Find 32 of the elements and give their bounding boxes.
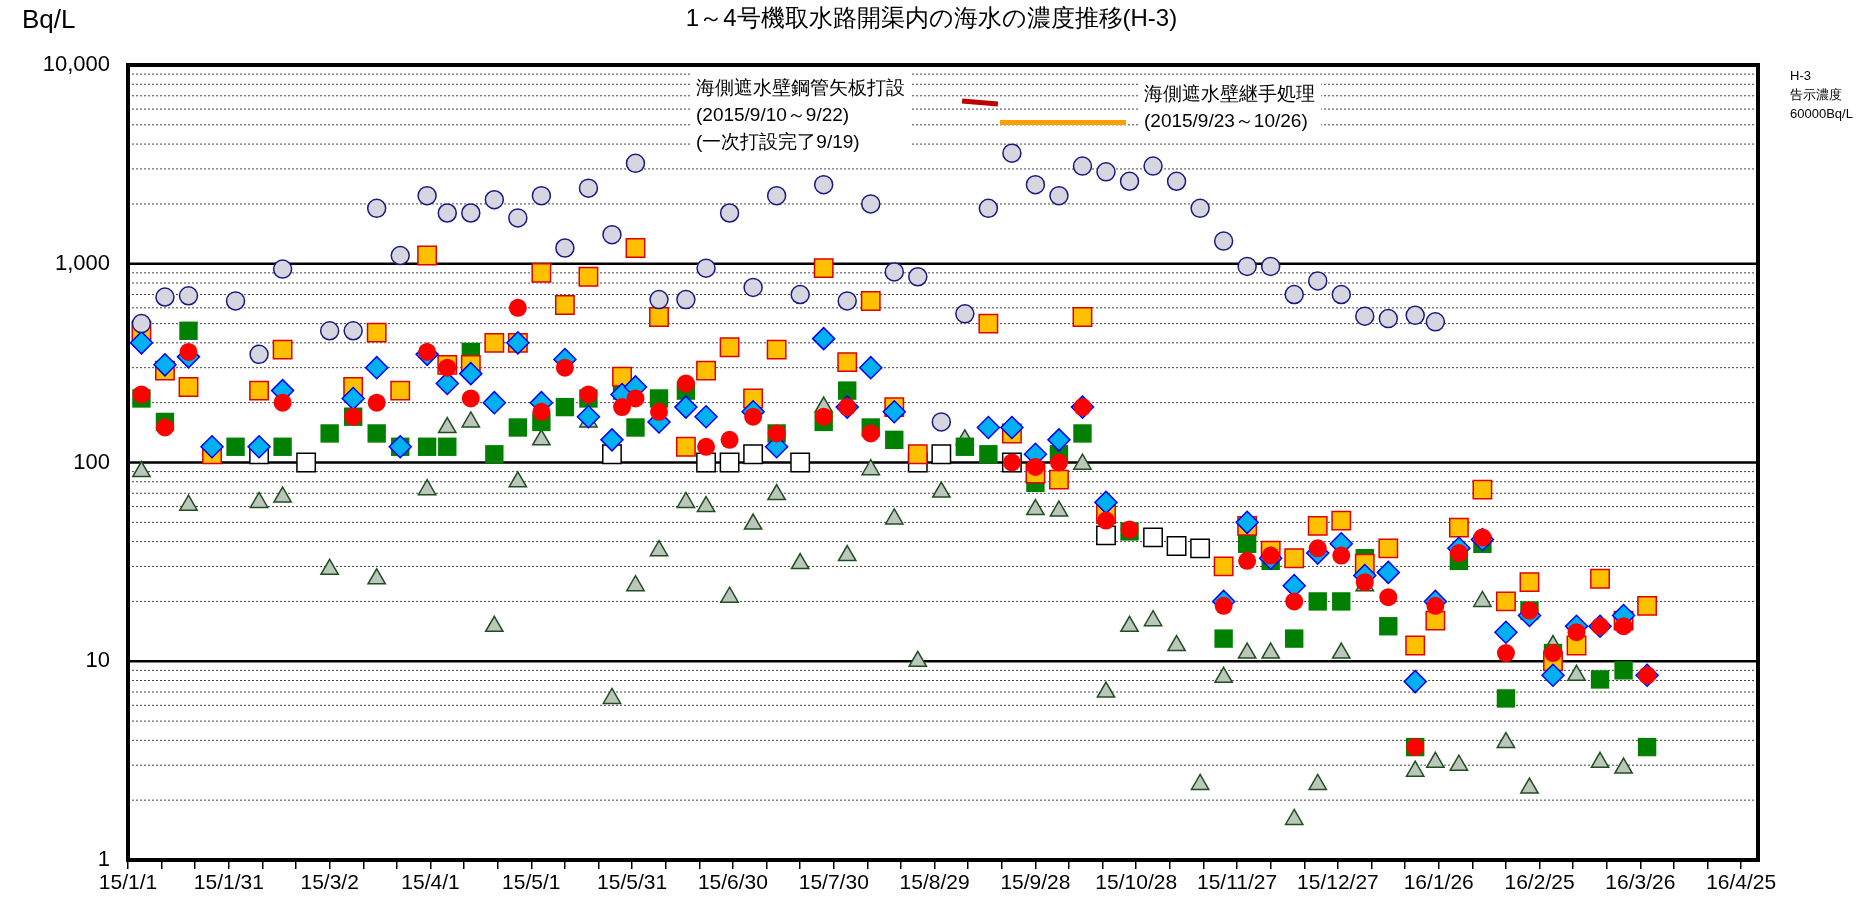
x-tick-label: 15/9/28 xyxy=(1000,870,1071,894)
x-tick-label: 16/2/25 xyxy=(1504,870,1575,894)
y-tick-label: 1 xyxy=(97,846,110,872)
annotation: (2015/9/10～9/22) xyxy=(696,103,851,127)
annotation: (2015/9/23～10/26) xyxy=(1144,109,1309,133)
x-tick-label: 15/3/2 xyxy=(300,870,359,894)
text: H-3 xyxy=(1790,67,1812,85)
y-tick-label: 1,000 xyxy=(54,249,110,275)
annotation: 海側遮水壁継手処理 xyxy=(1144,82,1315,106)
annotation: 海側遮水壁鋼管矢板打設 xyxy=(696,76,905,100)
x-tick-label: 15/5/31 xyxy=(597,870,668,894)
annotation: (一次打設完了9/19) xyxy=(696,130,861,154)
x-tick-label: 15/7/30 xyxy=(798,870,869,894)
x-tick-label: 15/12/27 xyxy=(1297,870,1379,894)
x-tick-label: 16/1/26 xyxy=(1403,870,1474,894)
x-tick-label: 16/3/26 xyxy=(1605,870,1676,894)
y-axis-title: Bq/L xyxy=(22,4,76,35)
text: 60000Bq/L xyxy=(1790,105,1853,123)
x-tick-label: 15/1/1 xyxy=(98,870,158,894)
x-tick-label: 15/8/29 xyxy=(899,870,970,894)
x-tick-label: 15/6/30 xyxy=(697,870,768,894)
x-tick-label: 15/1/31 xyxy=(193,870,264,894)
x-tick-label: 15/10/28 xyxy=(1095,870,1178,894)
x-tick-label: 16/4/25 xyxy=(1706,870,1777,894)
text: 告示濃度 xyxy=(1790,86,1843,104)
y-tick-label: 10,000 xyxy=(42,51,110,77)
x-tick-label: 15/11/27 xyxy=(1196,870,1278,894)
x-tick-label: 15/5/1 xyxy=(502,870,561,894)
x-tick-label: 15/4/1 xyxy=(401,870,460,894)
chart-title: 1～4号機取水路開渠内の海水の濃度推移(H-3) xyxy=(685,4,1178,31)
y-tick-label: 100 xyxy=(73,448,110,474)
y-tick-label: 10 xyxy=(85,647,110,673)
